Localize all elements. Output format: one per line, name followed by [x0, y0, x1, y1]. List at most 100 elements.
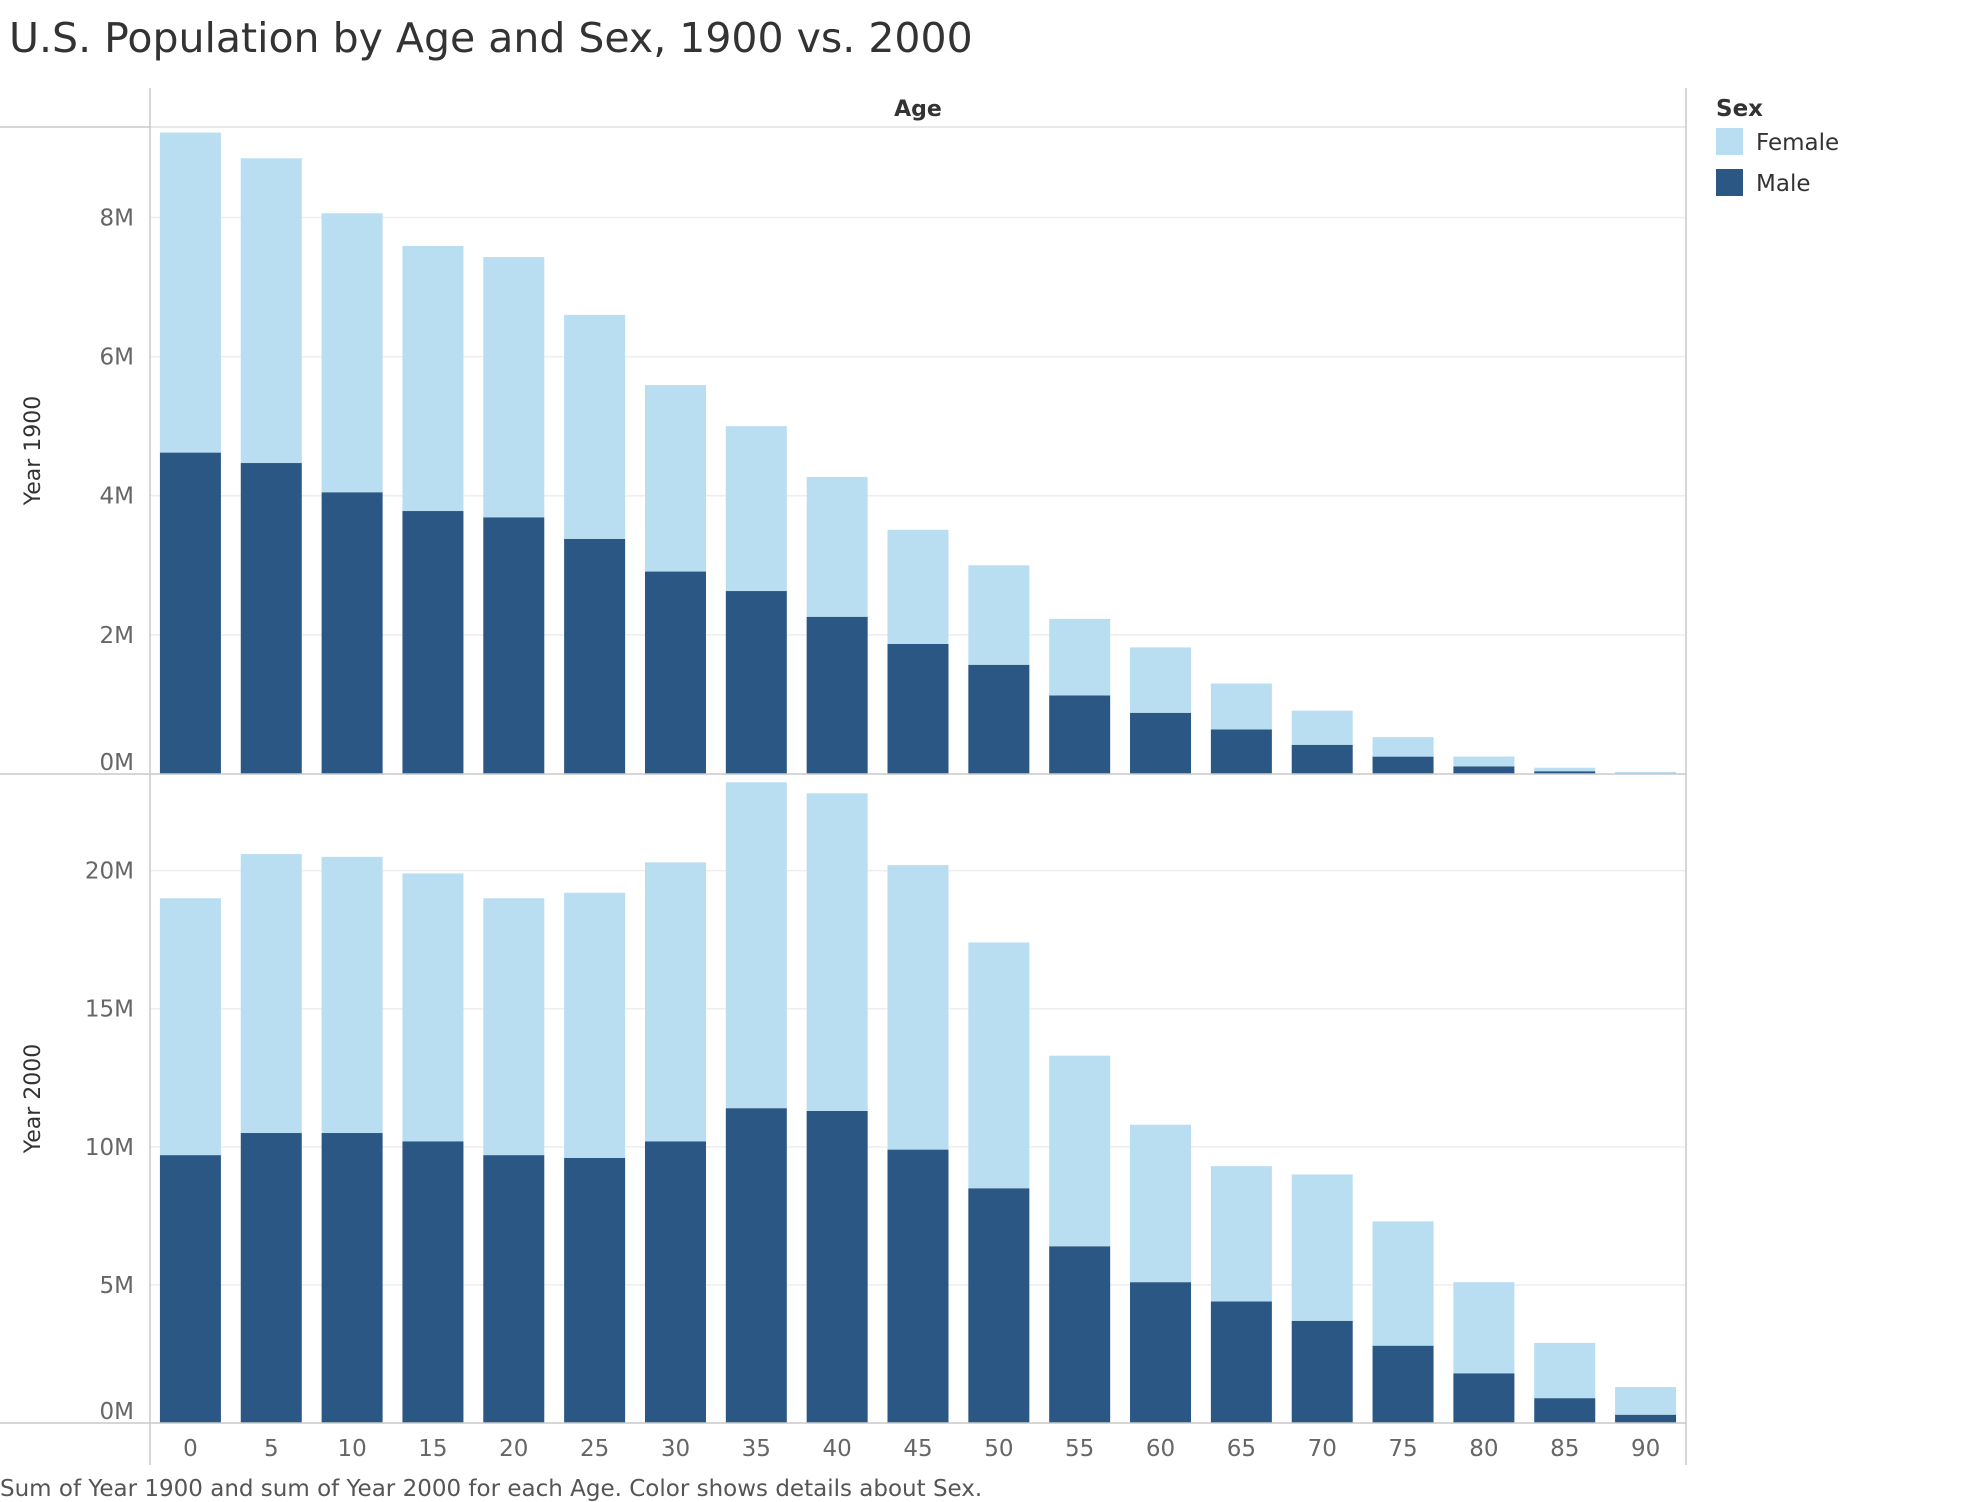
bar-female-1900-age-40[interactable] — [806, 476, 868, 617]
bar-male-2000-age-20[interactable] — [483, 1155, 545, 1423]
bar-male-1900-age-80[interactable] — [1453, 766, 1515, 774]
bar-female-1900-age-5[interactable] — [240, 158, 302, 464]
bar-female-1900-age-20[interactable] — [483, 257, 545, 518]
bar-female-2000-age-15[interactable] — [402, 873, 464, 1142]
bar-male-2000-age-75[interactable] — [1372, 1345, 1434, 1423]
bar-male-1900-age-50[interactable] — [968, 664, 1030, 774]
bar-female-1900-age-80[interactable] — [1453, 756, 1515, 767]
x-tick-label: 20 — [499, 1436, 528, 1462]
bar-male-1900-age-60[interactable] — [1130, 712, 1192, 774]
bar-female-1900-age-45[interactable] — [887, 529, 949, 644]
bar-male-2000-age-85[interactable] — [1534, 1398, 1596, 1423]
bar-male-1900-age-40[interactable] — [806, 616, 868, 774]
bar-male-2000-age-30[interactable] — [644, 1141, 706, 1423]
bar-female-2000-age-10[interactable] — [321, 856, 383, 1134]
legend-swatch-male[interactable] — [1716, 169, 1743, 196]
bar-female-2000-age-70[interactable] — [1291, 1174, 1353, 1321]
bar-female-1900-age-60[interactable] — [1130, 647, 1192, 713]
bar-male-1900-age-10[interactable] — [321, 492, 383, 774]
bar-female-2000-age-30[interactable] — [644, 862, 706, 1142]
y-tick-label: 8M — [100, 205, 134, 231]
bar-female-1900-age-35[interactable] — [725, 426, 787, 592]
x-tick-label: 50 — [984, 1436, 1013, 1462]
bar-female-1900-age-65[interactable] — [1210, 683, 1272, 730]
y-tick-label: 4M — [100, 484, 134, 510]
bar-female-2000-age-5[interactable] — [240, 854, 302, 1134]
bar-male-1900-age-30[interactable] — [644, 571, 706, 774]
bar-female-2000-age-40[interactable] — [806, 793, 868, 1111]
bar-male-1900-age-65[interactable] — [1210, 729, 1272, 774]
x-tick-label: 40 — [823, 1436, 852, 1462]
bar-female-1900-age-90[interactable] — [1615, 771, 1677, 774]
bar-male-2000-age-50[interactable] — [968, 1188, 1030, 1423]
bar-male-1900-age-85[interactable] — [1534, 771, 1596, 774]
bar-male-2000-age-15[interactable] — [402, 1141, 464, 1423]
legend-swatch-female[interactable] — [1716, 128, 1743, 155]
bar-male-2000-age-5[interactable] — [240, 1133, 302, 1423]
legend-label-female[interactable]: Female — [1756, 130, 1839, 156]
bar-male-1900-age-70[interactable] — [1291, 744, 1353, 774]
panel-label-year-1900: Year 1900 — [21, 396, 46, 507]
bar-male-1900-age-45[interactable] — [887, 643, 949, 774]
x-tick-label: 80 — [1469, 1436, 1498, 1462]
x-tick-label: 75 — [1388, 1436, 1417, 1462]
x-tick-label: 30 — [661, 1436, 690, 1462]
legend-label-male[interactable]: Male — [1756, 171, 1810, 197]
x-tick-label: 85 — [1550, 1436, 1579, 1462]
bar-female-2000-age-55[interactable] — [1049, 1055, 1111, 1247]
bar-female-1900-age-85[interactable] — [1534, 767, 1596, 772]
bar-male-2000-age-55[interactable] — [1049, 1246, 1111, 1423]
bar-female-2000-age-0[interactable] — [159, 898, 221, 1156]
bar-male-2000-age-60[interactable] — [1130, 1282, 1192, 1423]
bar-male-1900-age-75[interactable] — [1372, 756, 1434, 774]
bar-male-1900-age-25[interactable] — [564, 538, 626, 774]
bar-female-1900-age-75[interactable] — [1372, 737, 1434, 757]
bar-male-1900-age-35[interactable] — [725, 591, 787, 774]
x-tick-label: 65 — [1227, 1436, 1256, 1462]
bar-male-1900-age-20[interactable] — [483, 517, 545, 774]
bar-male-2000-age-40[interactable] — [806, 1110, 868, 1423]
bar-female-1900-age-25[interactable] — [564, 314, 626, 539]
bar-female-1900-age-0[interactable] — [159, 132, 221, 453]
bar-male-1900-age-0[interactable] — [159, 452, 221, 774]
bar-female-2000-age-50[interactable] — [968, 942, 1030, 1189]
x-tick-label: 0 — [183, 1436, 198, 1462]
bar-female-2000-age-60[interactable] — [1130, 1124, 1192, 1283]
y-tick-label: 0M — [100, 1399, 134, 1425]
axes: Age 0M 2M 4M 6M 8M Year 1900 0M 5M 10M 15M 20M Year … — [0, 88, 1687, 1465]
bar-male-1900-age-55[interactable] — [1049, 695, 1111, 774]
panel-label-year-2000: Year 2000 — [21, 1044, 46, 1155]
bar-female-2000-age-35[interactable] — [725, 782, 787, 1109]
bar-male-2000-age-10[interactable] — [321, 1133, 383, 1423]
column-header-age: Age — [894, 97, 942, 122]
bar-male-2000-age-80[interactable] — [1453, 1373, 1515, 1423]
bar-female-2000-age-90[interactable] — [1615, 1387, 1677, 1415]
chart-title: U.S. Population by Age and Sex, 1900 vs.… — [9, 14, 973, 62]
bar-male-2000-age-90[interactable] — [1615, 1414, 1677, 1423]
x-tick-label: 70 — [1308, 1436, 1337, 1462]
bar-female-1900-age-10[interactable] — [321, 213, 383, 493]
bar-female-1900-age-55[interactable] — [1049, 618, 1111, 696]
bar-female-2000-age-85[interactable] — [1534, 1342, 1596, 1399]
bar-female-2000-age-20[interactable] — [483, 898, 545, 1156]
bar-female-1900-age-30[interactable] — [644, 385, 706, 572]
y-tick-label: 15M — [85, 997, 134, 1023]
legend-title: Sex — [1716, 96, 1763, 122]
bar-female-2000-age-45[interactable] — [887, 865, 949, 1150]
bar-female-2000-age-80[interactable] — [1453, 1282, 1515, 1374]
bar-male-2000-age-25[interactable] — [564, 1157, 626, 1423]
bar-male-2000-age-70[interactable] — [1291, 1320, 1353, 1423]
bar-female-1900-age-70[interactable] — [1291, 710, 1353, 745]
bar-male-1900-age-5[interactable] — [240, 463, 302, 774]
legend[interactable]: Sex Female Male — [1716, 96, 1839, 197]
bar-female-2000-age-65[interactable] — [1210, 1166, 1272, 1302]
bar-female-1900-age-15[interactable] — [402, 245, 464, 512]
bar-male-2000-age-65[interactable] — [1210, 1301, 1272, 1423]
bar-male-1900-age-15[interactable] — [402, 511, 464, 774]
bar-female-1900-age-50[interactable] — [968, 565, 1030, 665]
bar-male-2000-age-45[interactable] — [887, 1149, 949, 1423]
bar-male-2000-age-0[interactable] — [159, 1155, 221, 1423]
bar-female-2000-age-75[interactable] — [1372, 1221, 1434, 1346]
bar-male-2000-age-35[interactable] — [725, 1108, 787, 1423]
bar-female-2000-age-25[interactable] — [564, 892, 626, 1158]
